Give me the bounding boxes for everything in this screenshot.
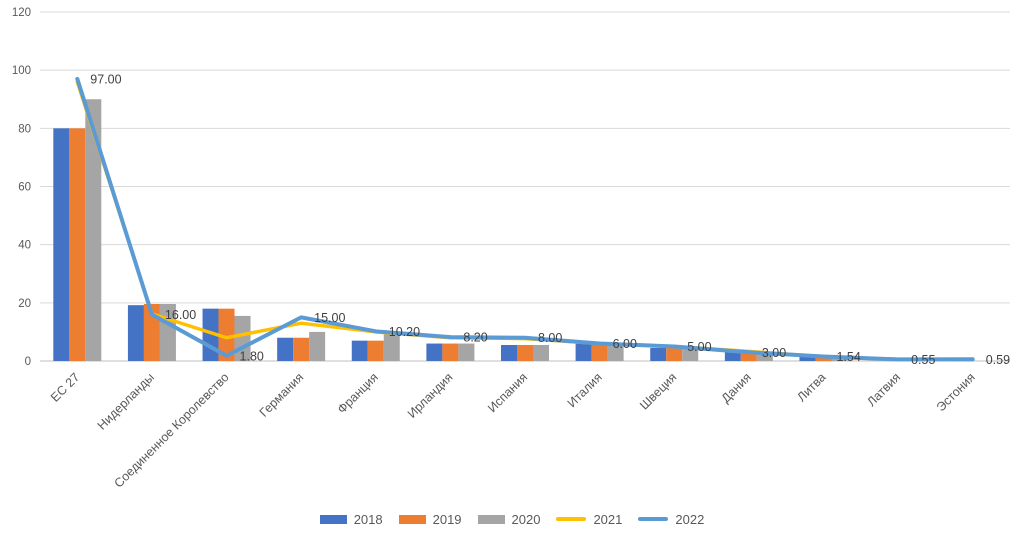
bar-2019 — [666, 347, 683, 361]
x-axis-category-label: ЕС 27 — [48, 370, 82, 404]
y-axis-tick-label: 20 — [18, 298, 31, 310]
data-label-2022: 1.80 — [240, 349, 264, 363]
legend-item-2019: 2019 — [398, 511, 462, 527]
x-axis-category-label: Италия — [565, 370, 605, 410]
x-axis-category-label: Нидерланды — [95, 370, 157, 432]
legend-key-2022-line — [638, 517, 669, 521]
data-label-2022: 0.59 — [986, 353, 1010, 367]
legend-item-2020: 2020 — [477, 511, 541, 527]
bar-2018 — [277, 337, 294, 361]
bar-2019 — [591, 343, 608, 361]
data-label-2022: 8.00 — [538, 331, 562, 345]
legend-key-2018-swatch — [319, 514, 347, 524]
bar-2018 — [724, 352, 741, 361]
data-label-2022: 15.00 — [314, 311, 345, 325]
bar-2019 — [815, 357, 832, 361]
legend-item-2021: 2021 — [556, 512, 622, 527]
data-label-2022: 8.20 — [463, 331, 487, 345]
x-axis-category-label: Ирландия — [405, 370, 456, 421]
bar-2018 — [575, 343, 592, 361]
legend-key-2020-swatch — [477, 514, 505, 524]
data-label-2022: 3.00 — [762, 346, 786, 360]
bar-2020 — [607, 344, 624, 361]
bar-2019 — [517, 345, 533, 361]
y-axis-tick-label: 100 — [12, 65, 31, 77]
data-label-2022: 6.00 — [613, 337, 637, 351]
bar-2018 — [650, 347, 667, 361]
bar-2019 — [293, 337, 310, 361]
data-label-2022: 16.00 — [165, 308, 196, 322]
bar-2018 — [426, 343, 443, 361]
line-2022 — [75, 76, 975, 362]
bar-2020 — [383, 332, 400, 361]
bar-2020 — [682, 347, 699, 361]
bar-2020 — [85, 99, 102, 361]
x-axis-category-label: Швеция — [637, 370, 679, 412]
bar-2020 — [533, 345, 549, 361]
y-axis-tick-label: 80 — [18, 123, 31, 135]
bar-2019 — [69, 128, 86, 361]
legend-label-2021: 2021 — [593, 511, 623, 527]
bar-2018 — [351, 340, 368, 361]
data-label-2022: 5.00 — [687, 340, 711, 354]
x-axis-category-label: Франция — [335, 370, 381, 416]
legend-label-2018: 2018 — [353, 511, 383, 527]
x-axis-category-label: Литва — [794, 370, 828, 404]
x-axis-category-label: Латвия — [864, 370, 903, 409]
bar-2020 — [831, 358, 848, 361]
bar-2019 — [218, 308, 235, 361]
bar-2019 — [367, 340, 384, 361]
legend-key-2021-line — [556, 517, 587, 521]
y-axis-tick-label: 40 — [18, 240, 31, 252]
bar-2020 — [458, 343, 475, 361]
data-label-2022: 97.00 — [90, 72, 121, 86]
y-axis-tick-label: 60 — [18, 182, 31, 194]
bar-2018 — [501, 345, 517, 361]
data-label-2022: 1.54 — [836, 350, 860, 364]
data-label-2022: 10.20 — [389, 325, 420, 339]
bar-2019 — [740, 351, 757, 361]
legend-label-2019: 2019 — [432, 511, 462, 527]
legend-key-2019-swatch — [398, 514, 426, 524]
bar-2018 — [127, 305, 144, 361]
bar-2020 — [756, 351, 773, 361]
x-axis-category-label: Дания — [719, 370, 754, 405]
legend-item-2018: 2018 — [319, 511, 383, 527]
x-axis-category-label: Испания — [485, 370, 530, 415]
bar-2019 — [442, 343, 459, 361]
data-label-2022: 0.55 — [911, 353, 935, 367]
legend-label-2022: 2022 — [675, 511, 705, 527]
bar-2018 — [53, 128, 70, 361]
x-axis-category-label: Германия — [257, 370, 307, 420]
bar-2018 — [799, 356, 816, 361]
legend-label-2020: 2020 — [511, 511, 541, 527]
y-axis-tick-label: 120 — [12, 7, 31, 19]
legend-item-2022: 2022 — [638, 512, 704, 527]
bar-2020 — [309, 331, 326, 361]
y-axis-tick-label: 0 — [25, 356, 31, 368]
x-axis-category-label: Эстония — [934, 370, 978, 414]
chart-legend: 2018 2019 2020 2021 2022 — [0, 506, 1024, 532]
